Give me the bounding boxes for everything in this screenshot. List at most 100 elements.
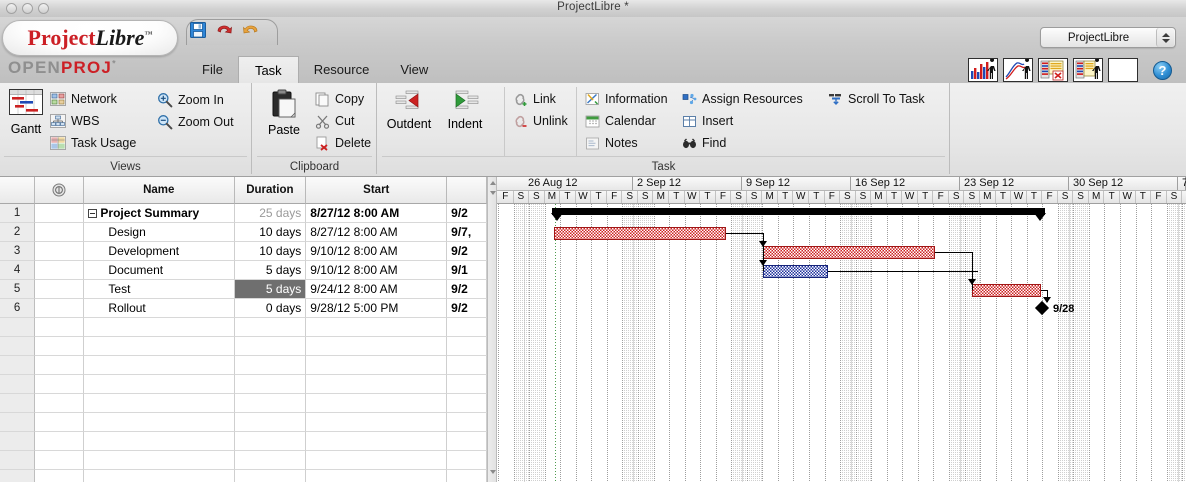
cell-start[interactable]: 9/24/12 8:00 AM xyxy=(306,280,448,299)
table-row-empty[interactable] xyxy=(0,394,487,413)
empty-cell[interactable] xyxy=(234,394,307,413)
empty-cell[interactable] xyxy=(84,356,235,375)
table-row[interactable]: 4 Document 5 days 9/10/12 8:00 AM 9/1 xyxy=(0,261,487,280)
link-button[interactable]: Link xyxy=(513,92,556,107)
row-indicator-cell[interactable] xyxy=(35,280,85,299)
row-number[interactable]: 1 xyxy=(0,204,36,223)
empty-cell[interactable] xyxy=(35,318,85,337)
cell-finish[interactable]: 9/1 xyxy=(447,261,487,280)
empty-cell[interactable] xyxy=(306,337,448,356)
cell-task-name[interactable]: Test xyxy=(84,280,235,299)
table-row-empty[interactable] xyxy=(0,413,487,432)
table-row[interactable]: 6 Rollout 0 days 9/28/12 5:00 PM 9/2 xyxy=(0,299,487,318)
empty-cell[interactable] xyxy=(234,318,307,337)
tab-file[interactable]: File xyxy=(186,56,239,83)
empty-cell[interactable] xyxy=(306,318,448,337)
insert-button[interactable]: Insert xyxy=(682,114,733,129)
empty-cell[interactable] xyxy=(447,375,487,394)
empty-cell[interactable] xyxy=(306,451,448,470)
empty-cell[interactable] xyxy=(84,451,235,470)
row-indicator-cell[interactable] xyxy=(35,204,85,223)
delete-button[interactable]: Delete xyxy=(315,136,371,151)
empty-cell[interactable] xyxy=(234,413,307,432)
indent-button[interactable]: Indent xyxy=(440,89,490,131)
document-bar[interactable] xyxy=(763,265,828,278)
undo-icon[interactable] xyxy=(215,22,233,38)
empty-cell[interactable] xyxy=(234,470,307,482)
table-row-empty[interactable] xyxy=(0,375,487,394)
empty-cell[interactable] xyxy=(84,375,235,394)
row-indicator-cell[interactable] xyxy=(35,223,85,242)
cut-button[interactable]: Cut xyxy=(315,114,354,129)
cell-finish[interactable]: 9/2 xyxy=(447,280,487,299)
empty-cell[interactable] xyxy=(84,394,235,413)
combobox-stepper-icon[interactable] xyxy=(1156,28,1174,47)
zoom-out-button[interactable]: Zoom Out xyxy=(157,114,234,130)
cell-task-name[interactable]: Project Summary xyxy=(84,204,235,223)
row-number[interactable]: 3 xyxy=(0,242,36,261)
gantt-button[interactable]: Gantt xyxy=(6,89,46,136)
rollout-milestone[interactable] xyxy=(1034,300,1050,316)
empty-cell[interactable] xyxy=(447,318,487,337)
empty-cell[interactable] xyxy=(447,432,487,451)
empty-cell[interactable] xyxy=(447,394,487,413)
cell-task-name[interactable]: Design xyxy=(84,223,235,242)
window-controls[interactable] xyxy=(6,3,49,14)
close-project-button[interactable] xyxy=(1038,58,1068,82)
test-bar[interactable] xyxy=(972,284,1041,297)
cell-finish[interactable]: 9/2 xyxy=(447,242,487,261)
calendar-button[interactable]: Calendar xyxy=(585,114,656,129)
close-window-button[interactable] xyxy=(6,3,17,14)
empty-cell[interactable] xyxy=(35,432,85,451)
empty-cell[interactable] xyxy=(234,337,307,356)
empty-cell[interactable] xyxy=(234,356,307,375)
empty-cell[interactable] xyxy=(234,375,307,394)
outdent-button[interactable]: Outdent xyxy=(384,89,434,131)
empty-cell[interactable] xyxy=(447,470,487,482)
empty-cell[interactable] xyxy=(84,432,235,451)
cell-task-name[interactable]: Development xyxy=(84,242,235,261)
reports-bar-chart-button[interactable] xyxy=(968,58,998,82)
empty-cell[interactable] xyxy=(35,451,85,470)
empty-cell[interactable] xyxy=(306,356,448,375)
reports-line-chart-button[interactable] xyxy=(1003,58,1033,82)
row-indicator-cell[interactable] xyxy=(35,299,85,318)
table-row-empty[interactable] xyxy=(0,432,487,451)
empty-cell[interactable] xyxy=(0,394,36,413)
cell-start[interactable]: 8/27/12 8:00 AM xyxy=(306,204,448,223)
column-header-start[interactable]: Start xyxy=(306,177,448,204)
empty-cell[interactable] xyxy=(306,432,448,451)
empty-cell[interactable] xyxy=(447,451,487,470)
empty-cell[interactable] xyxy=(35,413,85,432)
row-indicator-cell[interactable] xyxy=(35,261,85,280)
network-button[interactable]: Network xyxy=(50,92,117,106)
assign-resources-button[interactable]: Assign Resources xyxy=(682,92,803,107)
empty-cell[interactable] xyxy=(306,470,448,482)
row-number[interactable]: 4 xyxy=(0,261,36,280)
empty-cell[interactable] xyxy=(234,432,307,451)
table-row[interactable]: 3 Development 10 days 9/10/12 8:00 AM 9/2 xyxy=(0,242,487,261)
table-row-empty[interactable] xyxy=(0,337,487,356)
empty-cell[interactable] xyxy=(0,356,36,375)
redo-icon[interactable] xyxy=(242,22,260,38)
empty-cell[interactable] xyxy=(447,413,487,432)
task-usage-button[interactable]: Task Usage xyxy=(50,136,136,150)
column-header-duration[interactable]: Duration xyxy=(234,177,307,204)
table-row[interactable]: 1 Project Summary 25 days 8/27/12 8:00 AM 9/… xyxy=(0,204,487,223)
minimize-window-button[interactable] xyxy=(22,3,33,14)
empty-cell[interactable] xyxy=(306,413,448,432)
cell-duration[interactable]: 25 days xyxy=(234,204,307,223)
empty-cell[interactable] xyxy=(0,413,36,432)
row-number[interactable]: 2 xyxy=(0,223,36,242)
pane-splitter[interactable] xyxy=(487,177,497,482)
row-number[interactable]: 5 xyxy=(0,280,36,299)
save-icon[interactable] xyxy=(190,22,206,38)
resource-report-button[interactable] xyxy=(1073,58,1103,82)
find-button[interactable]: Find xyxy=(682,136,726,151)
design-bar[interactable] xyxy=(554,227,726,240)
empty-cell[interactable] xyxy=(35,356,85,375)
cell-duration[interactable]: 5 days xyxy=(234,261,307,280)
cell-finish[interactable]: 9/2 xyxy=(447,204,487,223)
cell-start[interactable]: 9/28/12 5:00 PM xyxy=(306,299,448,318)
cell-start[interactable]: 9/10/12 8:00 AM xyxy=(306,242,448,261)
